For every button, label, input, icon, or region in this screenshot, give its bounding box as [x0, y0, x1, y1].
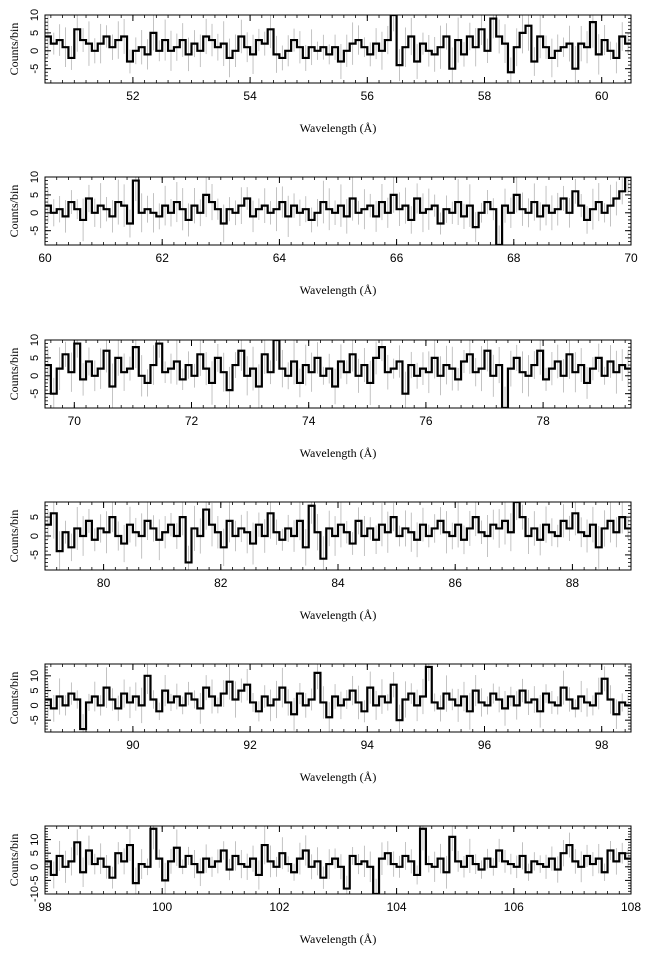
y-tick-label: 5: [29, 688, 41, 694]
x-tick-label: 82: [214, 576, 228, 590]
x-tick-label: 94: [361, 738, 375, 752]
y-tick-label: -5: [29, 389, 41, 399]
plot-area: [45, 826, 631, 894]
x-tick-label: 98: [38, 900, 52, 914]
plot-area: [45, 664, 631, 732]
x-tick-label: 78: [536, 414, 550, 428]
x-tick-label: 68: [507, 251, 521, 265]
y-tick-label: 0: [29, 48, 41, 54]
counts-histogram-line: [45, 827, 631, 894]
x-axis-title: Wavelength (Å): [300, 932, 377, 946]
x-tick-label: 72: [185, 414, 199, 428]
x-tick-label: 90: [126, 738, 140, 752]
x-tick-label: 64: [273, 251, 287, 265]
x-tick-label: 96: [478, 738, 492, 752]
counts-histogram-line: [45, 15, 631, 74]
spectrum-panel-1: 52 54 56 58 60 -5 0 5 10 Counts/bin Wavelength (Å): [7, 9, 632, 135]
x-tick-label: 92: [243, 738, 257, 752]
x-tick-label: 108: [621, 900, 641, 914]
y-axis-title: Counts/bin: [7, 834, 21, 887]
x-tick-label: 84: [331, 576, 345, 590]
y-tick-label: -10: [29, 886, 41, 902]
y-tick-label: 10: [29, 670, 41, 682]
y-tick-label: 5: [29, 30, 41, 36]
y-tick-label: 0: [29, 373, 41, 379]
counts-histogram-line: [45, 177, 631, 245]
y-tick-label: 5: [29, 514, 41, 520]
x-tick-label: 70: [624, 251, 638, 265]
x-axis-title: Wavelength (Å): [300, 770, 377, 784]
spectrum-panel-3: 70 72 74 76 78 -5 0 5 10 Counts/bin Wavelength (Å): [7, 334, 632, 460]
y-axis-title: Counts/bin: [7, 185, 21, 238]
y-tick-label: -5: [29, 550, 41, 560]
x-tick-label: 58: [478, 89, 492, 103]
x-tick-label: 54: [243, 89, 257, 103]
x-tick-label: 56: [361, 89, 375, 103]
x-tick-label: 76: [419, 414, 433, 428]
x-tick-label: 100: [152, 900, 172, 914]
x-tick-label: 52: [126, 89, 140, 103]
y-tick-label: 0: [29, 210, 41, 216]
y-tick-label: 10: [29, 9, 41, 21]
y-tick-label: 5: [29, 850, 41, 856]
y-tick-label: -5: [29, 64, 41, 74]
x-tick-label: 98: [595, 738, 609, 752]
x-tick-label: 60: [595, 89, 609, 103]
y-tick-label: -5: [29, 226, 41, 236]
y-tick-label: 0: [29, 864, 41, 870]
x-axis-title: Wavelength (Å): [300, 608, 377, 622]
counts-histogram-line: [45, 502, 631, 564]
x-tick-label: 60: [38, 251, 52, 265]
x-axis-title: Wavelength (Å): [300, 446, 377, 460]
spectrum-panel-5: 90 92 94 96 98 -5 0 5 10 Counts/bin Wavelength (Å): [7, 663, 632, 784]
plot-frame: [44, 339, 632, 409]
x-tick-label: 86: [449, 576, 463, 590]
x-tick-label: 80: [97, 576, 111, 590]
x-tick-label: 102: [269, 900, 289, 914]
y-tick-label: -5: [29, 715, 41, 725]
y-axis-title: Counts/bin: [7, 348, 21, 401]
plot-frame: [44, 14, 632, 84]
y-tick-label: 10: [29, 171, 41, 183]
spectrum-panel-6: 98 100 102 104 106 108 -10-5 0 5 10 Counts/bin Wave…: [7, 825, 641, 946]
y-tick-label: 0: [29, 702, 41, 708]
y-tick-label: 10: [29, 334, 41, 346]
counts-histogram-line: [45, 340, 631, 408]
plot-area: [45, 15, 631, 83]
x-tick-label: 62: [156, 251, 170, 265]
y-tick-label: 5: [29, 192, 41, 198]
plot-area: [45, 340, 631, 408]
spectrum-panel-4: 80 82 84 86 88 -5 0 5 Counts/bin Wavelength (Å): [7, 501, 632, 622]
x-axis-title: Wavelength (Å): [300, 283, 377, 297]
x-axis-title: Wavelength (Å): [300, 121, 377, 135]
y-axis-title: Counts/bin: [7, 23, 21, 76]
x-tick-label: 66: [390, 251, 404, 265]
plot-area: [45, 177, 631, 245]
plot-area: [45, 502, 631, 570]
y-axis-title: Counts/bin: [7, 672, 21, 725]
x-tick-label: 70: [68, 414, 82, 428]
x-tick-label: 104: [387, 900, 407, 914]
y-tick-label: 0: [29, 533, 41, 539]
y-axis-title: Counts/bin: [7, 510, 21, 563]
counts-histogram-line: [45, 665, 631, 731]
spectrum-panel-2: 60 62 64 66 68 70 -5 0 5 10 Counts/bin Wavelength (…: [7, 171, 638, 297]
x-tick-label: 88: [566, 576, 580, 590]
x-tick-label: 106: [504, 900, 524, 914]
y-tick-label: -5: [29, 876, 41, 886]
x-tick-label: 74: [302, 414, 316, 428]
y-tick-label: 5: [29, 355, 41, 361]
y-tick-label: 10: [29, 833, 41, 845]
plot-frame: [44, 663, 632, 733]
